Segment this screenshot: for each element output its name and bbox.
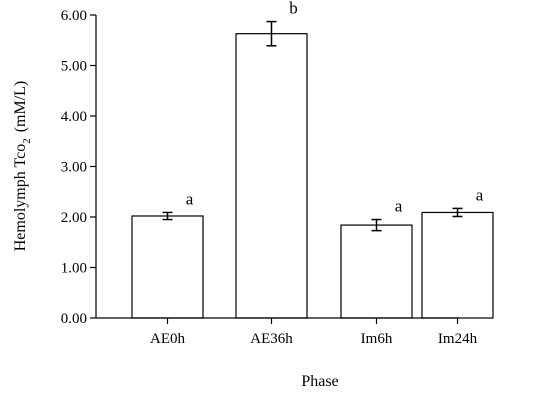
y-tick-label: 5.00 — [61, 59, 87, 75]
x-tick-label: AE36h — [250, 331, 293, 347]
x-tick-label: Im6h — [361, 331, 393, 347]
bar — [235, 33, 308, 319]
significance-label: a — [186, 189, 194, 208]
y-tick-label: 0.00 — [61, 311, 87, 327]
significance-label: a — [476, 185, 484, 204]
y-tick-label: 2.00 — [61, 210, 87, 226]
significance-label: a — [395, 197, 403, 216]
x-tick-label: Im24h — [438, 331, 478, 347]
x-tick-label: AE0h — [150, 331, 185, 347]
y-tick-label: 3.00 — [61, 160, 87, 176]
x-axis-ticks: AE0h AE36h Im6h Im24h — [150, 318, 478, 347]
y-axis-title-subscript: 2 — [21, 138, 33, 144]
x-axis-title: Phase — [301, 373, 338, 390]
bar — [131, 215, 204, 319]
y-tick-label: 1.00 — [61, 261, 87, 277]
y-axis-ticks: 0.00 1.00 2.00 3.00 4.00 5.00 6.00 — [61, 8, 96, 327]
significance-label: b — [289, 0, 298, 18]
bar — [340, 224, 413, 319]
bar — [421, 211, 494, 319]
y-tick-label: 6.00 — [61, 8, 87, 24]
y-axis-title-unit: (mM/L) — [12, 81, 29, 133]
y-axis-title-main: Hemolymph Tco — [12, 144, 29, 251]
bars: a b a a — [131, 0, 494, 319]
y-tick-label: 4.00 — [61, 109, 87, 125]
y-axis-title: Hemolymph Tco2 (mM/L) — [12, 81, 33, 252]
